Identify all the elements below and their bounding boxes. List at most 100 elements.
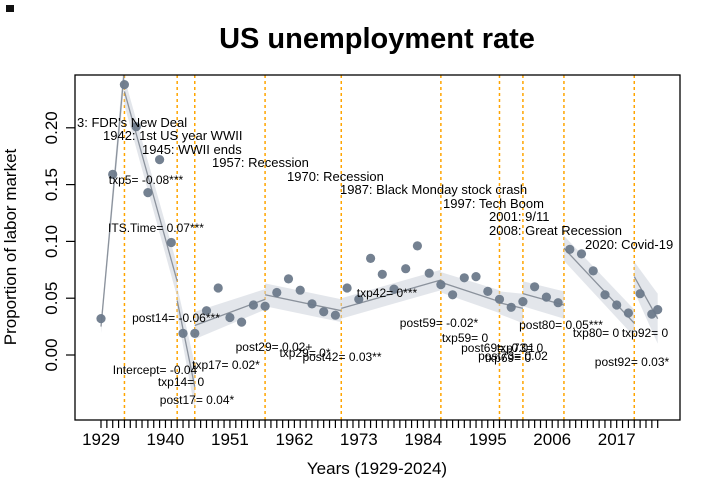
data-point-1965 [307, 299, 317, 309]
data-point-1999 [506, 302, 516, 312]
data-point-1961 [283, 274, 294, 284]
data-point-1935 [131, 122, 141, 132]
data-point-1973 [354, 294, 364, 304]
x-tick-label: 1929 [82, 430, 120, 449]
x-tick-label: 2006 [533, 430, 571, 449]
event-annotation-2: 1945: WWII ends [142, 142, 242, 157]
data-point-1951 [225, 312, 235, 323]
x-tick-label: 1951 [211, 430, 249, 449]
ci-band-segment-2 [177, 286, 195, 410]
event-annotation-8: 2008: Great Recession [489, 223, 622, 238]
data-point-2021 [635, 289, 645, 299]
data-point-1995 [483, 286, 493, 296]
data-point-2003 [530, 282, 540, 292]
screen-artifact-mark [6, 5, 14, 12]
coefficient-annotation-4: txp14= 0 [158, 375, 205, 389]
event-annotation-9: 2020: Covid-19 [585, 237, 673, 252]
data-point-1997 [494, 294, 505, 304]
trend-line-segment-9 [563, 247, 635, 324]
ci-band-segment-10 [634, 261, 658, 344]
data-point-1941 [166, 237, 176, 248]
data-point-2024 [653, 305, 663, 315]
x-axis-group: 1929 1940 1951 1962 1973 1984 1995 2006 2017 [82, 420, 659, 449]
plot-border [74, 74, 681, 421]
data-point-2005 [541, 292, 552, 302]
data-point-2009 [565, 244, 575, 254]
data-point-1947 [201, 306, 212, 316]
data-point-1985 [424, 268, 434, 278]
data-point-1929 [96, 314, 106, 324]
coefficient-annotation-5: post17= 0.04* [160, 393, 235, 407]
data-point-1933 [119, 80, 129, 90]
x-axis-label: Years (1929-2024) [307, 459, 447, 478]
data-point-1981 [401, 264, 411, 274]
trend-line-segment-4 [264, 294, 342, 312]
data-point-1979 [389, 284, 399, 294]
trend-line-segment-6 [440, 281, 500, 303]
data-point-2015 [600, 290, 610, 300]
data-point-1949 [213, 283, 223, 293]
data-point-1931 [108, 169, 118, 179]
data-point-2007 [553, 298, 563, 308]
data-point-1959 [272, 287, 282, 298]
data-point-1991 [459, 273, 469, 283]
data-point-1969 [330, 310, 340, 320]
x-tick-label: 1995 [469, 430, 507, 449]
x-tick-label: 1984 [404, 430, 442, 449]
data-point-2019 [623, 308, 634, 318]
coefficient-annotation-11: post59= -0.02* [400, 316, 479, 330]
y-tick-label: 0.20 [42, 111, 61, 144]
y-axis-label: Proportion of labor market [1, 148, 20, 345]
coefficient-annotation-2: post14= -0.06*** [132, 311, 220, 325]
event-annotation-5: 1987: Black Monday stock crash [340, 182, 527, 197]
trend-line-segment-1 [123, 91, 178, 282]
coefficient-annotation-10: txp42= 0*** [357, 286, 418, 300]
data-point-1983 [412, 241, 422, 251]
trend-line-segment-2 [176, 300, 196, 387]
data-point-1955 [248, 300, 258, 310]
data-point-1989 [448, 290, 458, 300]
data-point-2001 [518, 297, 528, 307]
data-point-2011 [576, 249, 587, 259]
data-point-2013 [588, 266, 598, 276]
coefficient-annotation-20: post92= 0.03* [595, 355, 670, 369]
event-annotation-7: 2001: 9/11 [489, 209, 549, 224]
coefficient-annotation-16: txp69= 0 [485, 351, 532, 365]
coefficient-annotation-12: txp59= 0 [442, 331, 489, 345]
coefficient-annotation-1: ITS.Time= 0.07*** [108, 221, 204, 235]
data-point-1945 [190, 328, 200, 338]
y-tick-label: 0.00 [42, 338, 61, 371]
x-tick-label: 1940 [147, 430, 185, 449]
event-annotation-4: 1970: Recession [287, 169, 384, 184]
event-annotation-1: 1942: 1st US year WWII [103, 128, 242, 143]
coefficient-annotation-14: txp73= 0 [497, 341, 544, 355]
x-tick-label: 1962 [275, 430, 313, 449]
coefficient-annotation-6: txp17= 0.02* [192, 358, 260, 372]
data-point-1977 [377, 269, 387, 279]
y-tick-label: 0.05 [42, 282, 61, 315]
data-points-group [96, 80, 663, 338]
coefficient-annotation-7: post29= 0.02+ [236, 340, 313, 354]
trend-line-segment-0 [100, 75, 125, 327]
data-point-1939 [155, 155, 165, 165]
data-point-1943 [178, 328, 188, 338]
event-annotation-0: 3: FDR's New Deal [77, 115, 187, 130]
coefficient-annotation-0: txp5= -0.08*** [109, 173, 184, 187]
coefficient-annotation-15: post73= 0.02 [478, 349, 548, 363]
coefficient-annotation-3: Intercept= -0.04 [113, 363, 198, 377]
y-tick-label: 0.10 [42, 225, 61, 258]
y-tick-label: 0.15 [42, 168, 61, 201]
data-point-1987 [436, 280, 446, 290]
data-point-1967 [319, 307, 329, 317]
data-point-2017 [612, 300, 622, 310]
coefficient-annotation-18: txp80= 0 [573, 326, 620, 340]
event-annotation-3: 1957: Recession [212, 155, 309, 170]
coefficient-annotation-13: post69= -0.01 [461, 341, 535, 355]
coefficient-annotations-group: txp5= -0.08*** ITS.Time= 0.07*** post14= -… [108, 173, 669, 407]
event-annotation-6: 1997: Tech Boom [443, 196, 544, 211]
data-point-1953 [237, 317, 247, 327]
data-point-1957 [260, 301, 270, 311]
coefficient-annotation-19: txp92= 0 [622, 326, 669, 340]
